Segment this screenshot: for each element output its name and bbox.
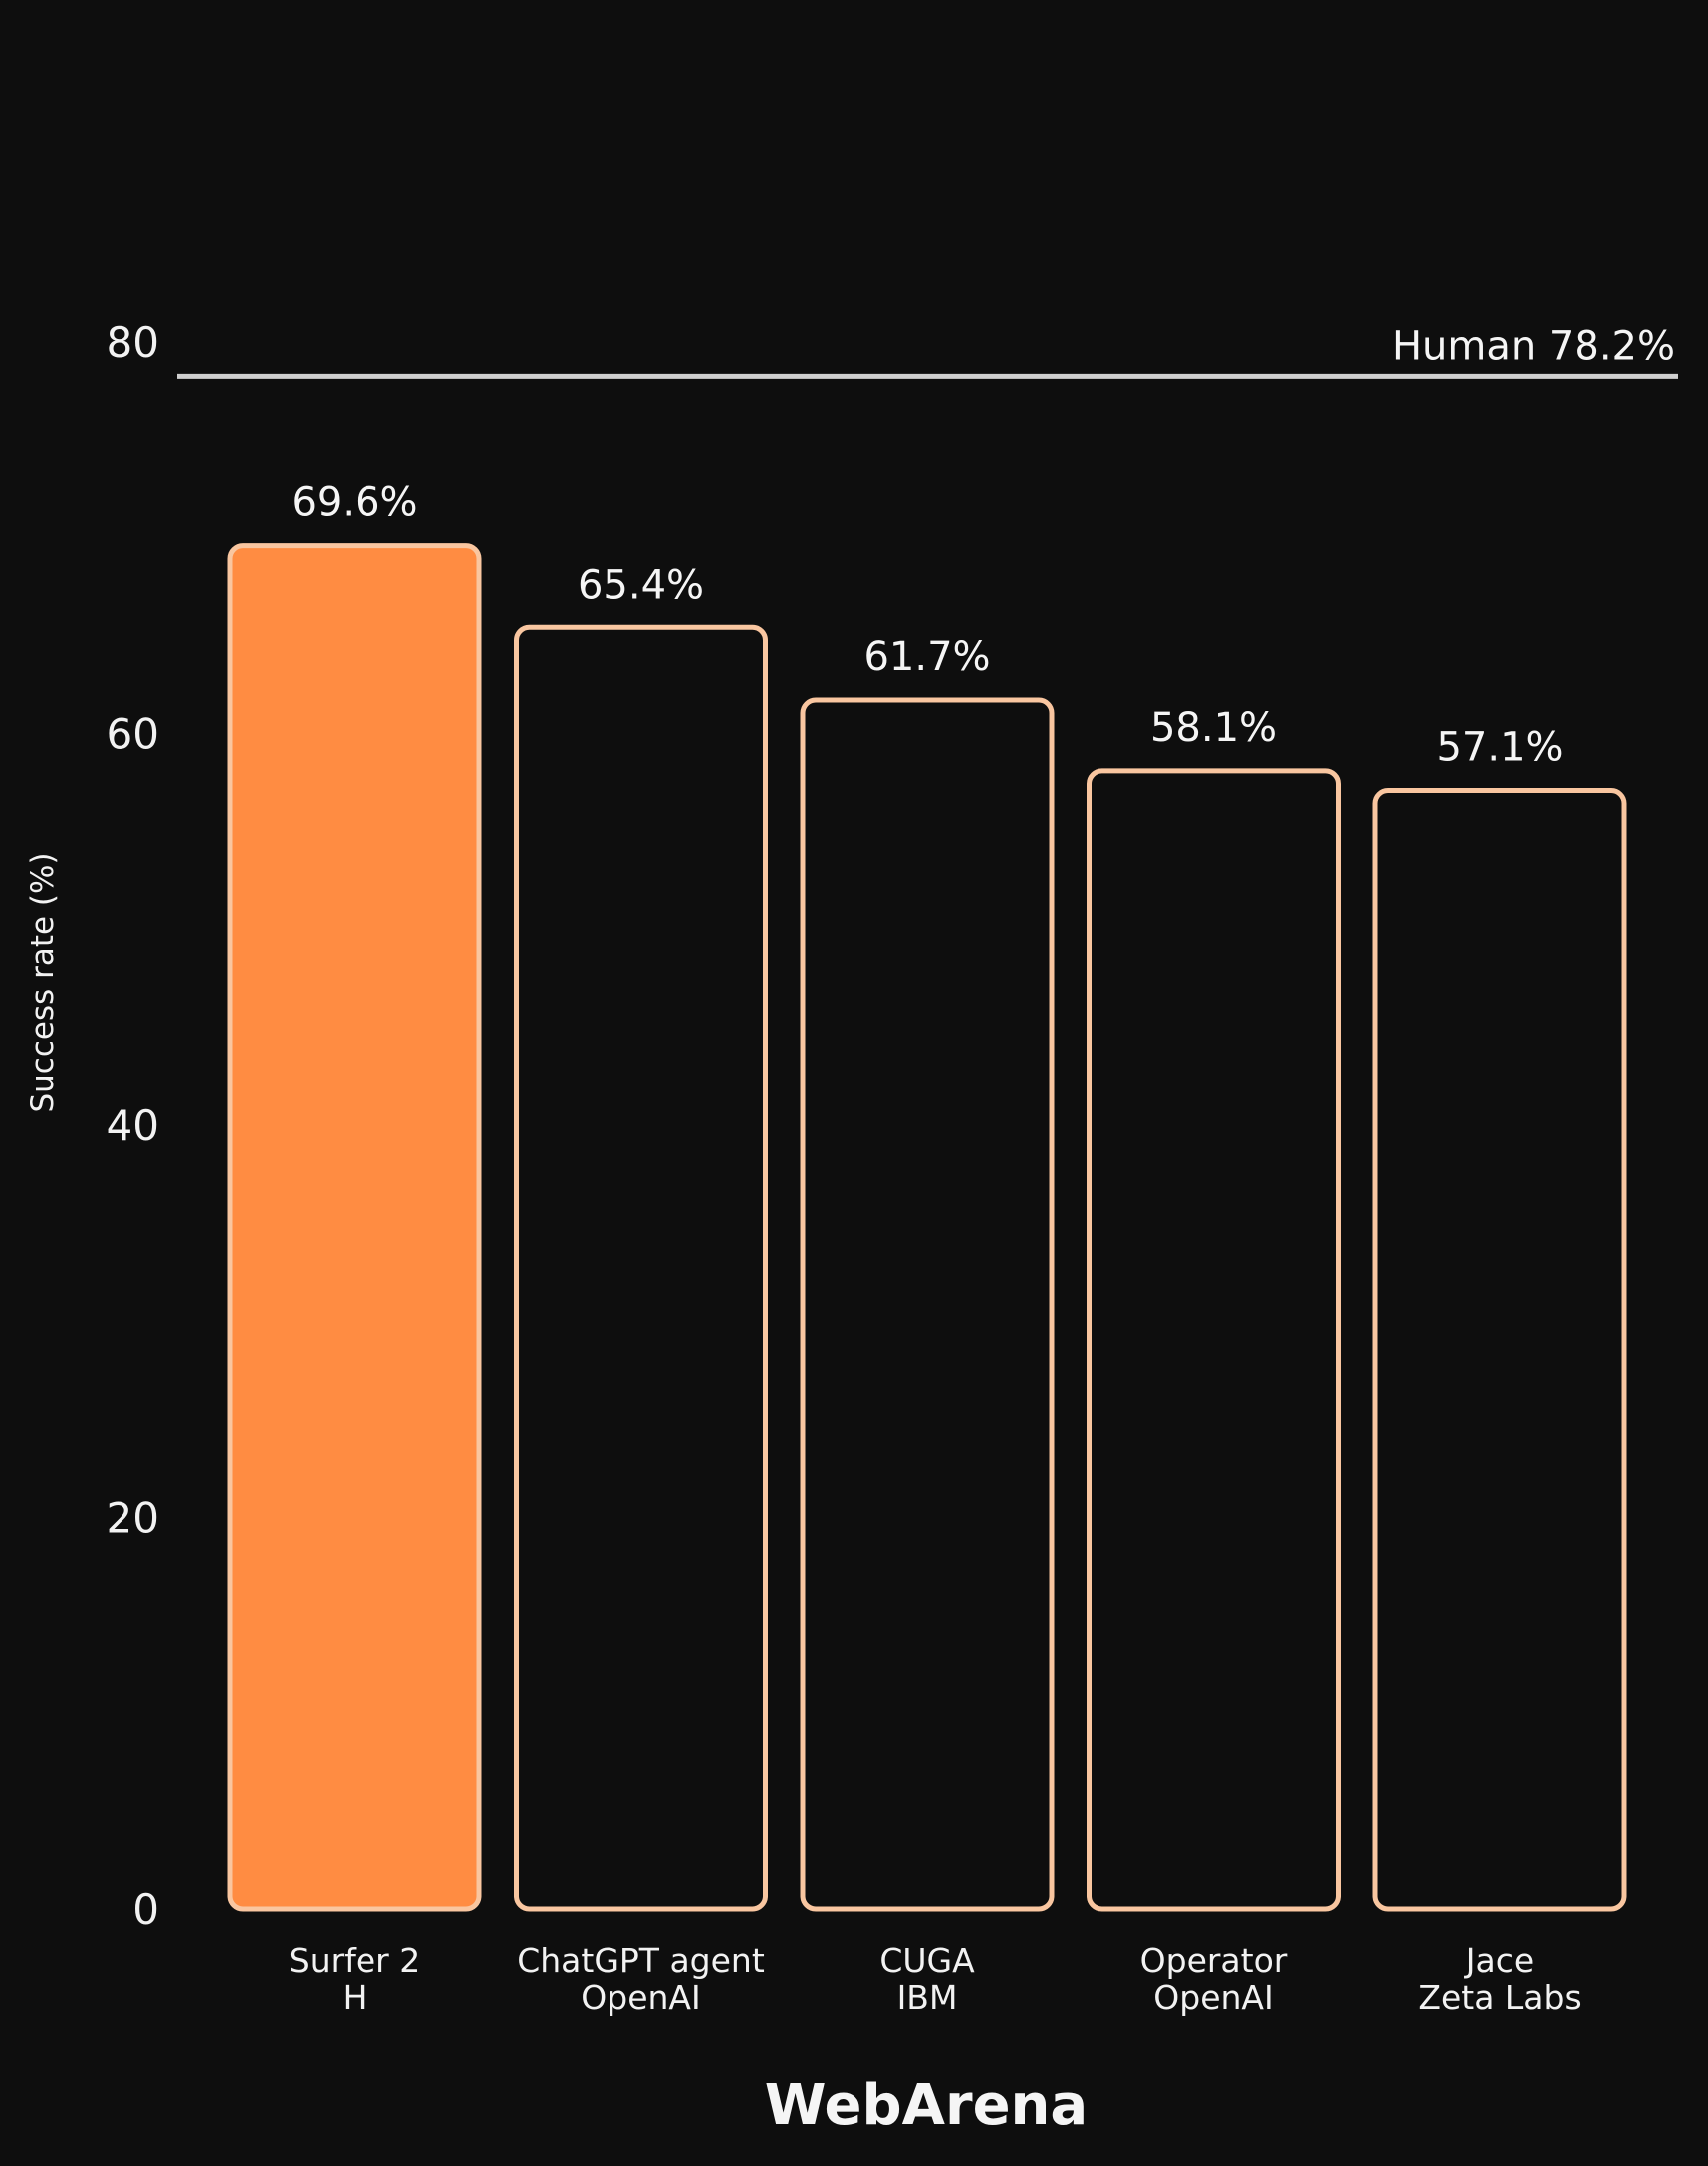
x-tick-label: Operator OpenAI bbox=[1140, 1941, 1288, 2017]
x-tick-label-name: ChatGPT agent bbox=[517, 1941, 765, 1980]
bar-jace bbox=[1372, 788, 1627, 1912]
x-tick-label-org: OpenAI bbox=[1153, 1978, 1273, 2017]
x-tick-label-name: Jace bbox=[1464, 1941, 1534, 1980]
x-tick-label: CUGA IBM bbox=[879, 1941, 975, 2017]
bar-value-label: 61.7% bbox=[863, 634, 990, 680]
x-tick-label-name: CUGA bbox=[879, 1941, 975, 1980]
bar-operator bbox=[1087, 768, 1341, 1912]
x-tick-label-name: Operator bbox=[1140, 1941, 1288, 1980]
x-tick-label-org: IBM bbox=[897, 1978, 958, 2017]
bar-value-label: 69.6% bbox=[291, 480, 417, 526]
human-reference-label: Human 78.2% bbox=[1392, 323, 1675, 368]
x-tick-label-org: H bbox=[343, 1978, 367, 2017]
y-axis-label: Success rate (%) bbox=[25, 852, 61, 1112]
x-tick-label-org: OpenAI bbox=[581, 1978, 700, 2017]
y-tick-label: 80 bbox=[107, 318, 159, 366]
bar-value-label: 58.1% bbox=[1150, 705, 1277, 751]
x-tick-label: ChatGPT agent OpenAI bbox=[517, 1941, 765, 2017]
bar-chatgpt-agent bbox=[514, 624, 768, 1912]
y-axis-ticks: 0 20 40 60 80 bbox=[107, 318, 159, 1934]
x-tick-label-name: Surfer 2 bbox=[289, 1941, 420, 1980]
bar-cuga bbox=[800, 697, 1055, 1912]
y-tick-label: 60 bbox=[107, 710, 159, 759]
y-tick-label: 0 bbox=[132, 1885, 159, 1934]
x-tick-label-org: Zeta Labs bbox=[1418, 1978, 1581, 2017]
human-reference: Human 78.2% bbox=[177, 323, 1678, 379]
bar-value-label: 57.1% bbox=[1436, 725, 1563, 771]
bar-value-label: 65.4% bbox=[578, 562, 704, 607]
bar-surfer-2 bbox=[227, 543, 482, 1912]
chart-title: WebArena bbox=[765, 2073, 1088, 2138]
y-tick-label: 40 bbox=[107, 1101, 159, 1150]
y-tick-label: 20 bbox=[107, 1494, 159, 1543]
bars-group bbox=[227, 543, 1627, 1912]
x-tick-label: Jace Zeta Labs bbox=[1418, 1941, 1581, 2017]
value-labels-group: 69.6% 65.4% 61.7% 58.1% 57.1% bbox=[291, 480, 1563, 771]
